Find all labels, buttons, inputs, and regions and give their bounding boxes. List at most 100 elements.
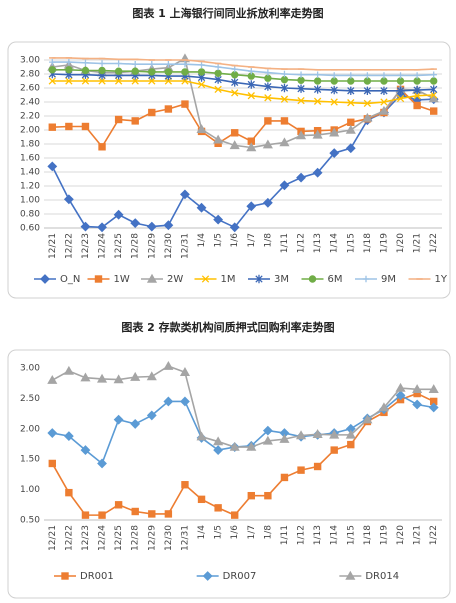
point (197, 68, 206, 76)
point (131, 77, 139, 85)
x-tick-label: 1/18 (363, 233, 373, 253)
point (330, 98, 338, 106)
point (196, 431, 207, 441)
point (347, 72, 354, 79)
point (113, 374, 124, 384)
legend-label: DR014 (365, 571, 399, 582)
series-line (52, 73, 434, 92)
legend-label: 9M (381, 274, 396, 285)
point (296, 172, 306, 183)
y-tick-label: 3.00 (20, 364, 40, 374)
point (313, 85, 322, 94)
series-line (52, 80, 434, 105)
point (280, 95, 289, 103)
point (413, 72, 421, 79)
point (47, 374, 58, 384)
point (130, 419, 141, 429)
point (113, 414, 124, 425)
legend-label: DR007 (223, 571, 257, 582)
point (297, 71, 305, 78)
point (65, 77, 73, 85)
point (329, 127, 340, 137)
point (264, 94, 272, 102)
point (130, 371, 141, 381)
point (395, 382, 406, 392)
point (49, 58, 56, 66)
x-tick-label: 1/22 (429, 233, 439, 253)
point (412, 399, 423, 410)
x-tick-label: 1/13 (313, 525, 323, 545)
chart-title: 图表 2 存款类机构间质押式回购利率走势图 (121, 320, 334, 334)
point (113, 209, 124, 220)
legend-marker (255, 274, 263, 284)
legend-marker (94, 275, 103, 283)
x-tick-label: 1/12 (297, 525, 307, 545)
x-tick-label: 12/29 (147, 525, 157, 551)
x-tick-label: 1/4 (197, 233, 207, 248)
x-tick-label: 1/6 (230, 233, 240, 248)
point (181, 68, 189, 76)
point (98, 143, 106, 151)
point (362, 112, 373, 122)
point (295, 130, 307, 140)
x-tick-label: 12/23 (81, 525, 91, 551)
point (164, 510, 173, 518)
x-tick-label: 1/14 (330, 233, 340, 253)
y-tick-label: 1.20 (20, 182, 40, 192)
point (262, 425, 273, 436)
point (148, 61, 155, 68)
point (81, 66, 90, 75)
point (262, 139, 273, 149)
point (363, 77, 372, 85)
point (428, 402, 439, 413)
x-tick-label: 12/30 (164, 525, 174, 551)
point (114, 115, 123, 124)
x-tick-label: 12/23 (81, 233, 91, 259)
point (63, 194, 74, 205)
point (47, 428, 58, 438)
point (98, 66, 106, 75)
point (148, 510, 156, 518)
y-tick-label: 1.80 (20, 140, 40, 150)
point (279, 180, 290, 191)
point (413, 101, 421, 110)
point (81, 77, 90, 85)
point (179, 367, 191, 376)
legend-label: 1M (221, 274, 236, 285)
point (180, 189, 190, 200)
point (264, 117, 272, 125)
x-tick-label: 12/31 (180, 233, 190, 259)
point (148, 108, 156, 117)
point (181, 100, 189, 108)
y-tick-label: 0.80 (20, 210, 40, 220)
point (214, 85, 222, 94)
point (297, 84, 305, 93)
point (397, 72, 404, 79)
point (231, 71, 239, 79)
x-tick-label: 12/28 (131, 233, 141, 259)
y-tick-label: 1.00 (20, 485, 40, 495)
legend-label: 3M (274, 274, 289, 285)
point (314, 71, 321, 78)
point (114, 67, 123, 75)
point (164, 68, 173, 76)
point (63, 365, 74, 375)
point (347, 99, 355, 107)
point (279, 433, 290, 443)
point (131, 117, 139, 125)
x-tick-label: 1/20 (396, 233, 406, 253)
point (363, 99, 372, 108)
y-tick-label: 1.00 (20, 196, 40, 206)
point (280, 473, 289, 482)
point (214, 63, 222, 71)
point (96, 373, 108, 383)
x-tick-label: 1/7 (247, 233, 257, 247)
legend-label: DR001 (80, 571, 114, 582)
point (196, 124, 207, 133)
y-tick-label: 2.80 (20, 70, 40, 80)
point (430, 71, 437, 78)
point (345, 429, 356, 439)
point (229, 140, 240, 150)
point (279, 137, 290, 147)
y-tick-label: 2.00 (20, 126, 40, 136)
